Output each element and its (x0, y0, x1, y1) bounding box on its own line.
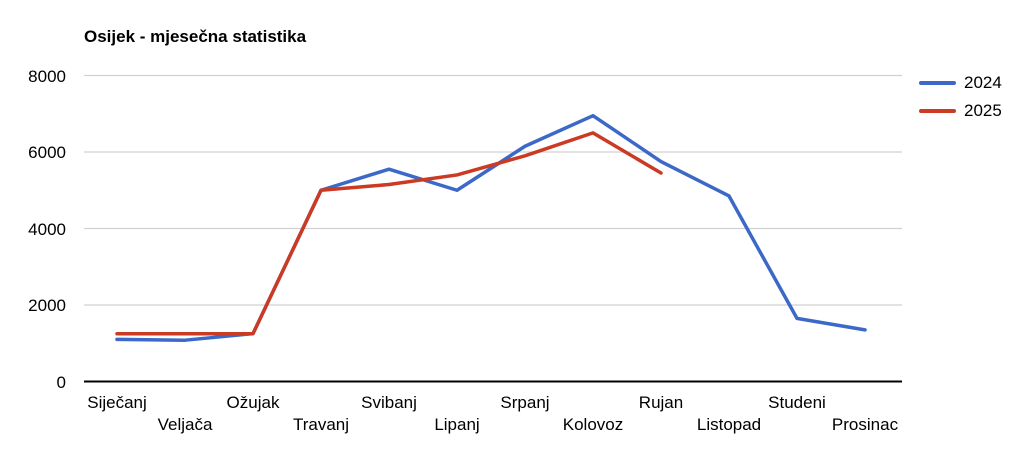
legend-label-2025: 2025 (964, 101, 1002, 120)
chart-title: Osijek - mjesečna statistika (84, 27, 307, 46)
x-tick-label: Veljača (157, 415, 213, 434)
y-tick-label: 0 (56, 372, 66, 392)
x-tick-label: Travanj (292, 415, 350, 434)
x-tick-label: Listopad (696, 415, 762, 434)
legend-item-2025: 2025 (919, 101, 1002, 121)
y-tick-label: 2000 (28, 296, 66, 315)
legend: 2024 2025 (919, 73, 1002, 129)
legend-label-2024: 2024 (964, 73, 1002, 92)
legend-item-2024: 2024 (919, 73, 1002, 93)
legend-swatch-2024-icon (919, 81, 956, 85)
x-tick-label: Studeni (768, 393, 826, 412)
x-tick-label: Kolovoz (562, 415, 624, 434)
x-tick-label: Lipanj (434, 415, 480, 434)
y-tick-label: 4000 (28, 219, 66, 239)
x-tick-label: Ožujak (226, 393, 280, 412)
x-tick-label: Rujan (638, 393, 684, 412)
x-tick-label: Srpanj (500, 393, 550, 412)
x-tick-label: Svibanj (361, 393, 417, 412)
y-tick-label: 6000 (28, 143, 66, 162)
x-tick-label: Siječanj (87, 393, 147, 412)
series-line-2025[interactable] (115, 131, 663, 336)
x-tick-label: Prosinac (831, 415, 899, 434)
legend-swatch-2025-icon (919, 109, 956, 113)
y-tick-label: 8000 (28, 66, 66, 86)
